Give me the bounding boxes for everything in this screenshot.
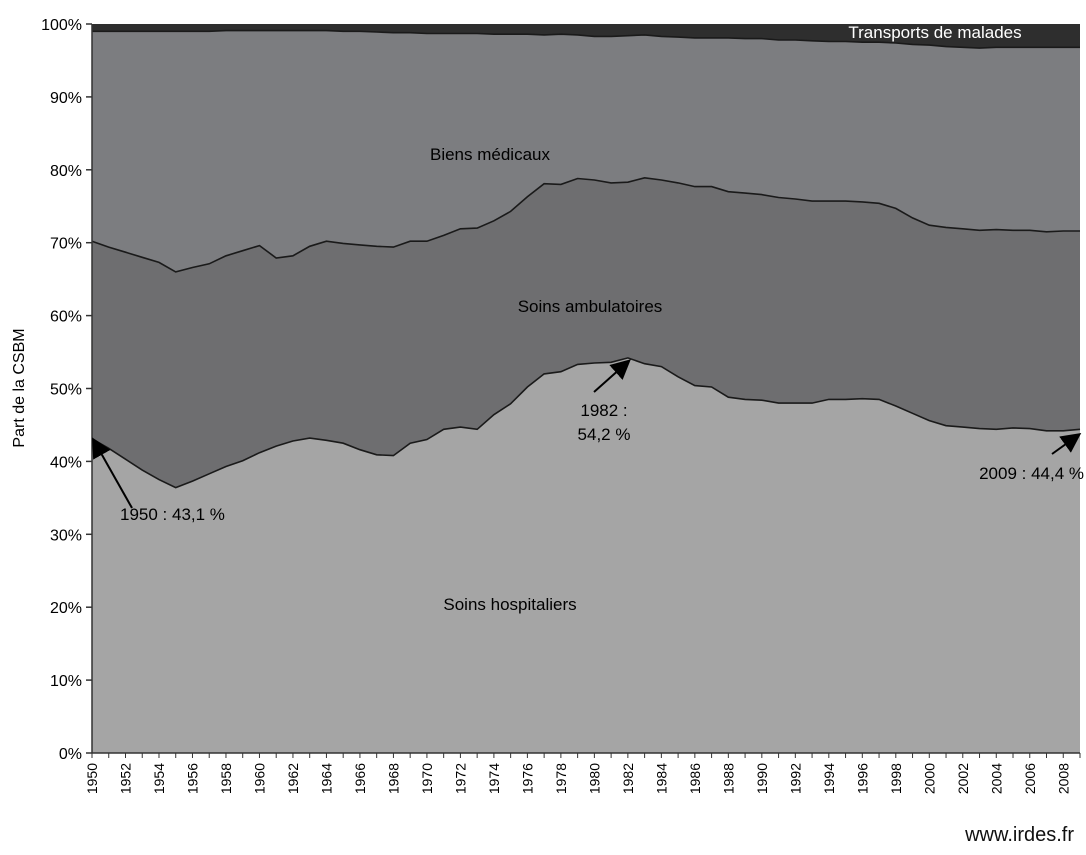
x-tick-label: 2008 <box>1055 763 1071 794</box>
x-tick-label: 1962 <box>285 763 301 794</box>
x-tick-label: 1986 <box>687 763 703 794</box>
x-tick-label: 1950 <box>84 763 100 794</box>
x-tick-label: 1978 <box>553 763 569 794</box>
y-tick-label: 10% <box>50 673 82 690</box>
x-tick-label: 1982 <box>620 763 636 794</box>
y-tick-label: 0% <box>59 746 82 763</box>
annotation-arrow-1950 <box>92 437 133 509</box>
annotation-1982-line2: 54,2 % <box>578 425 631 444</box>
x-tick-label: 1974 <box>486 763 502 794</box>
y-tick-label: 20% <box>50 600 82 617</box>
area-0 <box>92 357 1080 753</box>
area-1 <box>92 177 1080 488</box>
boundary-line-0 <box>91 357 1081 489</box>
boundary-line-1 <box>91 176 1080 273</box>
x-tick-label: 1988 <box>720 763 736 794</box>
x-tick-label: 1992 <box>787 763 803 794</box>
x-tick-label: 1956 <box>184 763 200 794</box>
x-tick-label: 1996 <box>854 763 870 794</box>
x-tick-label: 1976 <box>519 763 535 794</box>
area-label: Transports de malades <box>848 23 1021 42</box>
source-credit: www.irdes.fr <box>965 824 1074 846</box>
area-label: Biens médicaux <box>430 145 551 164</box>
x-tick-label: 1966 <box>352 763 368 794</box>
x-tick-label: 2002 <box>955 763 971 794</box>
y-tick-label: 50% <box>50 382 82 399</box>
annotation-1950: 1950 : 43,1 % <box>120 505 225 524</box>
x-tick-label: 1958 <box>218 763 234 794</box>
y-tick-label: 80% <box>50 163 82 180</box>
y-tick-label: 100% <box>41 17 82 34</box>
y-tick-label: 40% <box>50 454 82 471</box>
x-tick-label: 1954 <box>151 763 167 794</box>
y-tick-label: 70% <box>50 236 82 253</box>
x-tick-label: 1990 <box>754 763 770 794</box>
annotation-1982-line1: 1982 : <box>580 401 627 420</box>
area-label: Soins hospitaliers <box>443 595 576 614</box>
x-tick-label: 2000 <box>921 763 937 794</box>
y-tick-label: 90% <box>50 90 82 107</box>
y-axis-label: Part de la CSBM <box>11 328 28 447</box>
x-tick-label: 1994 <box>821 763 837 794</box>
area-label: Soins ambulatoires <box>518 297 663 316</box>
x-tick-label: 1952 <box>117 763 133 794</box>
y-tick-label: 30% <box>50 527 82 544</box>
x-tick-label: 2006 <box>1022 763 1038 794</box>
x-tick-label: 1968 <box>385 763 401 794</box>
x-tick-label: 1964 <box>318 763 334 794</box>
y-tick-label: 60% <box>50 309 82 326</box>
area-3 <box>92 24 1080 49</box>
x-tick-label: 2004 <box>988 763 1004 794</box>
x-tick-label: 1960 <box>251 763 267 794</box>
annotation-2009: 2009 : 44,4 % <box>979 464 1084 483</box>
annotation-arrow-1982 <box>593 359 631 393</box>
x-tick-label: 1998 <box>888 763 904 794</box>
annotation-arrow-2009 <box>1051 432 1082 455</box>
x-tick-label: 1984 <box>653 763 669 794</box>
x-tick-label: 1970 <box>419 763 435 794</box>
x-tick-label: 1972 <box>452 763 468 794</box>
x-tick-label: 1980 <box>586 763 602 794</box>
boundary-line-2 <box>92 29 1080 49</box>
area-2 <box>92 30 1080 272</box>
